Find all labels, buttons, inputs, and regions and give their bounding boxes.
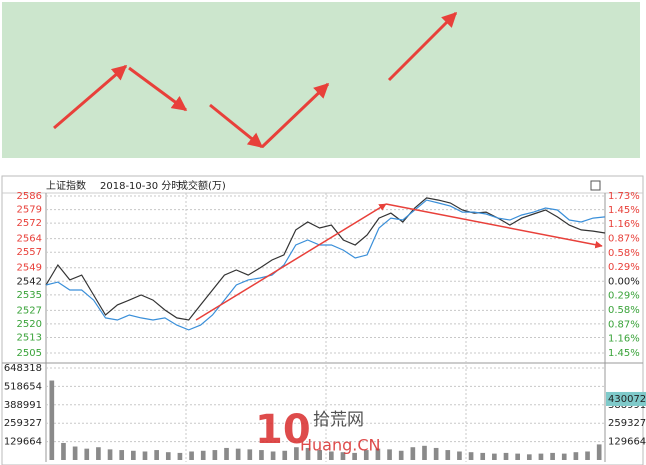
volume-bar [561,453,567,460]
watermark: 10 拾荒网 Huang.CN [255,407,381,455]
volume-bar [189,451,194,460]
y-tick-label: 2572 [17,218,42,229]
y-tick-label: 2564 [17,234,42,245]
y2-tick-label: 259327 [608,418,646,429]
volume-bar [340,452,346,460]
volume-bar [550,452,555,460]
y2-tick-label: 0.00% [608,276,640,287]
y-tick-label: 388991 [4,400,42,411]
volume-bar [107,449,113,460]
y-tick-label: 2542 [17,276,42,287]
volume-bar [224,447,229,460]
volume-bar [573,452,579,460]
y-tick-label: 2513 [17,332,42,343]
expand-icon[interactable] [590,180,601,191]
y2-tick-label: 1.16% [608,334,640,345]
volume-bar [352,452,357,460]
current-value-bg [606,391,646,406]
volume-bar [212,450,218,460]
y-tick-label: 2535 [17,290,42,301]
y2-tick-label: 0.58% [608,305,640,316]
volume-bar [72,446,78,460]
volume-bar [84,448,90,460]
volume-bar [235,448,241,460]
volume-bar [154,450,159,460]
volume-bar [480,452,486,460]
y2-tick-label: 129664 [608,437,646,448]
watermark-site: Huang.CN [300,436,381,455]
volume-bar [328,451,334,460]
volume-bar [282,450,288,460]
volume-bar [200,450,206,460]
volume-bar [363,450,369,460]
price-line [45,199,606,331]
volume-bar [596,444,602,460]
chart-arrows [195,203,603,321]
y2-tick-label: 0.87% [608,319,640,330]
trend-arrows [53,11,458,149]
volume-bar [515,453,520,460]
volume-title: 成交额(万) [178,179,226,192]
volume-bar [538,453,544,460]
y-tick-label: 2586 [17,191,42,202]
volume-bar [422,445,427,460]
volume-bar [317,450,323,460]
y-tick-label: 2557 [17,247,42,258]
y-tick-label: 129664 [4,437,42,448]
volume-bar [398,450,404,460]
y-tick-label: 2549 [17,263,42,274]
plot: 2586 2579 2572 2564 2557 2549 2542 2535 2527 2520… [4,191,646,460]
volume-bar [375,448,381,460]
volume-bar [165,452,171,460]
volume-bar [410,447,416,460]
y2-tick-label: 1.45% [608,205,640,216]
y2-tick-label: 0.58% [608,248,640,259]
volume-bar [270,451,276,460]
volume-bar [294,447,299,460]
y2-tick-label: 1.16% [608,219,640,230]
volume-bar [585,451,590,460]
volume-bar [468,452,474,460]
volume-bar [503,452,509,460]
y-tick-label: 2579 [17,205,42,216]
y2-tick-label: 1.73% [608,191,640,202]
y2-tick-label: 1.45% [608,348,640,359]
volume-bar [526,454,532,460]
chart-title: 上证指数 [46,179,86,192]
y-tick-label: 518654 [4,381,42,392]
volume-bar [96,447,101,460]
volume-bar [445,450,451,460]
volume-bar [131,450,136,460]
volume-bar [305,447,311,460]
y-tick-label: 259327 [4,418,42,429]
note-panel [2,2,640,158]
volume-bar [433,447,439,460]
volume-bar [492,453,497,460]
y-tick-label: 2520 [17,319,42,330]
watermark-name: 拾荒网 [313,410,364,430]
volume-bar [142,451,148,460]
chart-subtitle: 2018-10-30 分时 [100,180,181,192]
volume-bar [61,442,66,460]
current-value-label: 430072 [608,394,646,405]
price-line [45,197,606,321]
y-tick-label: 2505 [17,348,42,359]
volume-bar [247,449,253,460]
y-tick-label: 648318 [4,363,42,374]
y2-tick-label: 0.29% [608,262,640,273]
watermark-logo: 10 [255,407,311,453]
volume-bar [177,452,183,460]
volume-bar [259,450,264,460]
chart-frame [1,175,644,465]
time-grid [185,193,467,462]
volume-bar [457,451,462,460]
y2-tick-label: 0.29% [608,291,640,302]
volume-bar [49,380,55,460]
y2-tick-label: 0.87% [608,233,640,244]
volume-bar [387,449,392,460]
volume-bar [119,450,125,460]
y-tick-label: 2527 [17,305,42,316]
